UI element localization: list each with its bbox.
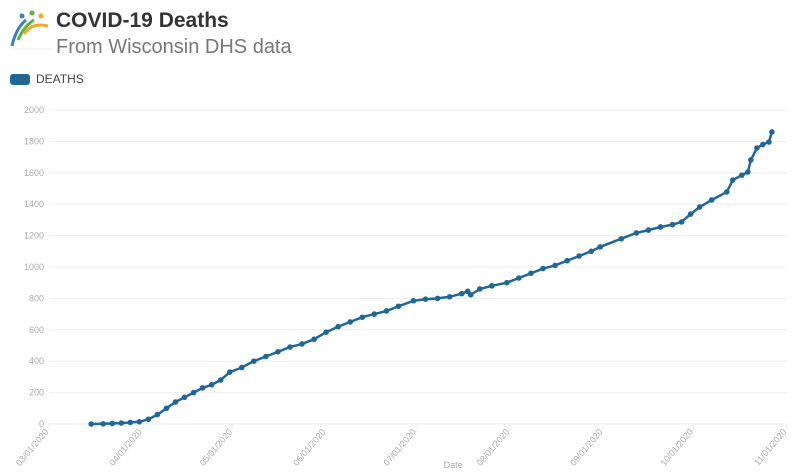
data-point	[145, 416, 152, 423]
y-tick-label: 400	[29, 356, 44, 366]
data-point	[669, 221, 676, 228]
data-point	[564, 257, 570, 264]
x-tick-label: 03/01/2020	[14, 427, 51, 468]
data-point	[489, 283, 495, 289]
data-point	[226, 369, 233, 375]
x-tick-label: 05/01/2020	[198, 427, 235, 468]
data-point	[190, 389, 197, 396]
data-point	[238, 364, 245, 371]
data-point	[263, 353, 269, 360]
y-tick-label: 200	[29, 388, 44, 398]
data-point	[476, 286, 483, 292]
x-tick-label: 10/01/2020	[659, 427, 696, 468]
y-tick-label: 1600	[24, 168, 44, 178]
data-point	[275, 348, 281, 355]
data-point	[359, 314, 366, 321]
x-tick-label: 07/01/2020	[381, 427, 418, 468]
data-point	[516, 275, 522, 281]
legend-swatch	[10, 73, 30, 85]
data-point	[88, 421, 94, 427]
data-point	[739, 172, 745, 178]
data-point	[528, 270, 534, 277]
x-tick-label: 09/01/2020	[568, 427, 605, 468]
data-point	[745, 169, 751, 175]
data-point	[208, 381, 215, 388]
data-point	[410, 297, 417, 304]
data-point	[395, 303, 402, 310]
y-tick-label: 0	[39, 419, 44, 429]
data-point	[371, 311, 378, 317]
data-point	[504, 279, 510, 286]
x-axis-title: Date	[444, 460, 463, 470]
data-point	[100, 421, 107, 427]
data-point	[588, 248, 595, 255]
data-point	[422, 296, 429, 302]
chart-title: COVID-19 Deaths	[56, 9, 229, 32]
y-tick-label: 1400	[24, 199, 44, 209]
data-point	[597, 244, 604, 250]
data-point	[552, 262, 558, 269]
data-point	[754, 145, 760, 151]
data-point	[708, 197, 715, 203]
data-point	[287, 344, 293, 350]
data-point	[251, 358, 257, 365]
x-tick-label: 11/01/2020	[752, 427, 788, 467]
data-point	[136, 419, 143, 425]
data-point	[678, 219, 685, 225]
y-tick-label: 1200	[24, 231, 44, 241]
data-point	[760, 141, 766, 148]
data-point	[299, 341, 305, 347]
legend-label: DEATHS	[36, 72, 84, 86]
data-point	[199, 385, 206, 391]
wisconsin-dhs-logo	[8, 6, 52, 50]
data-point	[127, 419, 134, 426]
y-tick-label: 800	[29, 293, 44, 303]
y-tick-label: 1000	[24, 262, 44, 272]
data-point	[118, 420, 125, 426]
data-point	[434, 295, 441, 302]
data-point	[446, 294, 453, 300]
data-point	[723, 189, 730, 195]
data-point	[154, 411, 161, 418]
series-line	[91, 131, 774, 426]
data-point	[766, 139, 772, 145]
data-point	[109, 420, 116, 427]
data-point	[311, 336, 317, 343]
data-point	[458, 290, 465, 297]
y-tick-label: 1800	[24, 136, 44, 146]
data-point	[687, 211, 694, 217]
data-point	[383, 308, 390, 314]
x-tick-label: 04/01/2020	[107, 427, 144, 468]
data-point	[657, 224, 664, 230]
data-point	[217, 377, 224, 383]
x-tick-label: 06/01/2020	[291, 427, 328, 468]
chart-header: COVID-19 Deaths From Wisconsin DHS data	[8, 6, 292, 60]
data-point	[748, 157, 754, 163]
data-point	[645, 227, 652, 233]
data-point	[323, 329, 329, 335]
y-tick-label: 600	[29, 325, 44, 335]
data-point	[335, 323, 341, 330]
x-tick-label: 08/01/2020	[475, 427, 512, 468]
data-point	[347, 319, 354, 325]
data-point	[576, 253, 582, 259]
chart-subtitle: From Wisconsin DHS data	[56, 36, 292, 58]
data-point	[181, 394, 188, 401]
legend[interactable]: DEATHS	[10, 72, 84, 86]
data-point	[467, 291, 474, 298]
y-tick-label: 2000	[24, 105, 44, 115]
data-point	[618, 235, 625, 242]
data-point	[633, 230, 640, 236]
data-point	[769, 129, 775, 135]
data-point	[540, 265, 546, 272]
data-point	[696, 204, 703, 210]
data-point	[163, 405, 170, 412]
data-point	[172, 399, 179, 405]
data-point	[729, 177, 736, 183]
